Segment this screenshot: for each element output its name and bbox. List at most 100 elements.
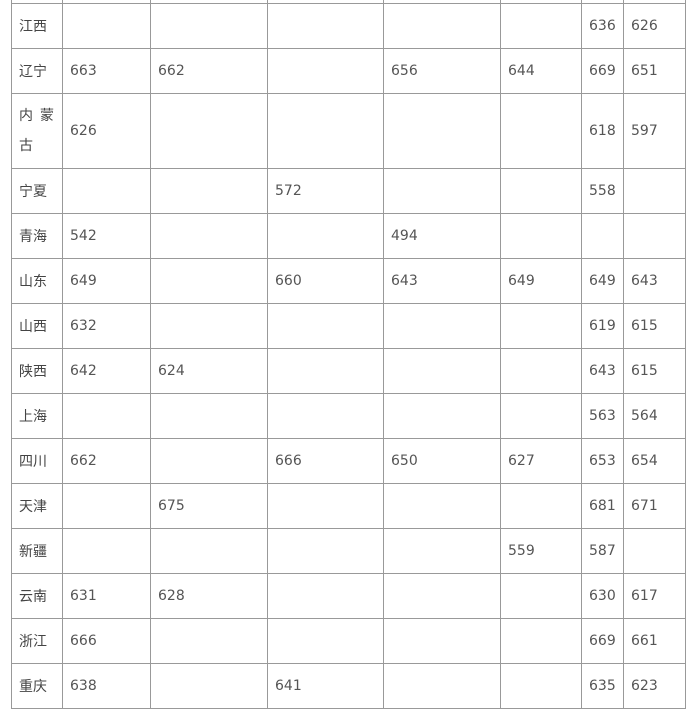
score-cell xyxy=(383,348,501,394)
score-cell: 615 xyxy=(623,348,686,394)
score-cell: 638 xyxy=(62,663,151,709)
score-cell xyxy=(267,3,384,49)
score-cell xyxy=(500,573,582,619)
score-cell xyxy=(150,393,268,439)
score-cell: 643 xyxy=(383,258,501,304)
score-cell: 649 xyxy=(581,258,624,304)
score-cell: 494 xyxy=(383,213,501,259)
score-cell xyxy=(150,213,268,259)
table-row: 云南 631 628 630 617 xyxy=(11,573,686,619)
table-row: 新疆 559 587 xyxy=(11,528,686,574)
score-cell xyxy=(500,663,582,709)
table-row: 四川 662 666 650 627 653 654 xyxy=(11,438,686,484)
score-cell: 661 xyxy=(623,618,686,664)
score-cell xyxy=(150,663,268,709)
score-cell: 656 xyxy=(383,48,501,94)
score-cell: 624 xyxy=(150,348,268,394)
province-cell: 山西 xyxy=(11,303,63,349)
province-cell: 云南 xyxy=(11,573,63,619)
score-cell: 643 xyxy=(623,258,686,304)
province-cell: 江西 xyxy=(11,3,63,49)
score-cell xyxy=(150,258,268,304)
score-cell xyxy=(267,48,384,94)
score-cell: 649 xyxy=(62,258,151,304)
score-cell: 563 xyxy=(581,393,624,439)
score-cell: 666 xyxy=(62,618,151,664)
score-cell: 653 xyxy=(581,438,624,484)
score-cell xyxy=(267,348,384,394)
score-cell: 642 xyxy=(62,348,151,394)
score-cell xyxy=(500,303,582,349)
table-row: 浙江 666 669 661 xyxy=(11,618,686,664)
score-cell: 654 xyxy=(623,438,686,484)
province-cell: 上海 xyxy=(11,393,63,439)
score-cell: 636 xyxy=(581,3,624,49)
score-cell xyxy=(383,3,501,49)
score-cell xyxy=(500,483,582,529)
score-cell xyxy=(267,93,384,169)
score-cell xyxy=(383,618,501,664)
score-cell xyxy=(150,528,268,574)
score-cell: 631 xyxy=(62,573,151,619)
province-cell: 山东 xyxy=(11,258,63,304)
score-cell: 615 xyxy=(623,303,686,349)
score-cell xyxy=(267,393,384,439)
score-cell xyxy=(383,528,501,574)
score-cell: 644 xyxy=(500,48,582,94)
score-cell xyxy=(500,168,582,214)
score-cell xyxy=(383,168,501,214)
table-row: 江西 636 626 xyxy=(11,3,686,49)
score-cell xyxy=(267,303,384,349)
score-cell: 662 xyxy=(62,438,151,484)
score-cell: 666 xyxy=(267,438,384,484)
table-row: 山西 632 619 615 xyxy=(11,303,686,349)
score-cell xyxy=(267,483,384,529)
score-cell: 564 xyxy=(623,393,686,439)
score-cell xyxy=(62,168,151,214)
province-cell: 新疆 xyxy=(11,528,63,574)
score-cell: 641 xyxy=(267,663,384,709)
score-cell: 681 xyxy=(581,483,624,529)
table-row: 天津 675 681 671 xyxy=(11,483,686,529)
score-cell xyxy=(62,393,151,439)
score-cell xyxy=(500,393,582,439)
score-cell: 663 xyxy=(62,48,151,94)
table-row: 陕西 642 624 643 615 xyxy=(11,348,686,394)
score-cell: 630 xyxy=(581,573,624,619)
score-cell: 675 xyxy=(150,483,268,529)
province-cell: 宁夏 xyxy=(11,168,63,214)
score-cell xyxy=(62,483,151,529)
province-cell: 青海 xyxy=(11,213,63,259)
score-cell: 542 xyxy=(62,213,151,259)
score-cell xyxy=(383,483,501,529)
score-cell xyxy=(150,438,268,484)
score-cell: 651 xyxy=(623,48,686,94)
table-row: 宁夏 572 558 xyxy=(11,168,686,214)
score-cell xyxy=(623,213,686,259)
province-cell: 陕西 xyxy=(11,348,63,394)
score-cell: 619 xyxy=(581,303,624,349)
score-cell: 559 xyxy=(500,528,582,574)
score-cell xyxy=(383,573,501,619)
score-cell xyxy=(500,93,582,169)
province-cell: 天津 xyxy=(11,483,63,529)
table-row: 青海 542 494 xyxy=(11,213,686,259)
table-top-edge xyxy=(0,0,694,4)
score-cell: 650 xyxy=(383,438,501,484)
score-cell: 572 xyxy=(267,168,384,214)
score-cell: 632 xyxy=(62,303,151,349)
province-cell: 浙江 xyxy=(11,618,63,664)
score-cell: 628 xyxy=(150,573,268,619)
province-cell: 四川 xyxy=(11,438,63,484)
score-cell xyxy=(150,303,268,349)
score-cell xyxy=(383,93,501,169)
score-cell xyxy=(383,303,501,349)
score-cell xyxy=(267,213,384,259)
score-cell xyxy=(267,528,384,574)
score-cell: 671 xyxy=(623,483,686,529)
score-cell xyxy=(150,168,268,214)
score-cell: 617 xyxy=(623,573,686,619)
score-cell: 669 xyxy=(581,618,624,664)
province-cell: 重庆 xyxy=(11,663,63,709)
score-cell: 627 xyxy=(500,438,582,484)
